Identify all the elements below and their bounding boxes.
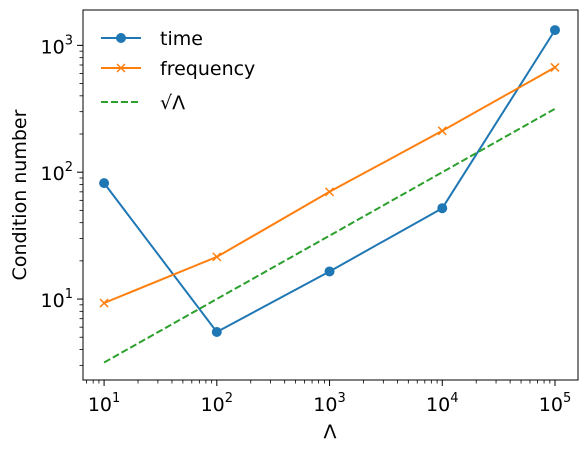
series-0-point — [437, 203, 448, 214]
x-tick-label: 103 — [313, 391, 345, 416]
series-0-point — [324, 266, 335, 277]
series-2-line — [103, 107, 556, 364]
legend: time frequency √Λ — [101, 28, 255, 114]
series-layer — [99, 25, 560, 364]
x-tick-label: 102 — [201, 391, 233, 416]
series-0-point — [211, 326, 222, 337]
legend-point — [116, 63, 126, 73]
y-tick-label: 102 — [41, 160, 73, 185]
series-1-point — [437, 126, 447, 136]
legend-item-0: time — [101, 28, 203, 50]
x-tick-label: 104 — [426, 391, 458, 416]
y-tick-label: 103 — [41, 33, 73, 58]
x-tick-label: 105 — [539, 391, 571, 416]
legend-label: time — [160, 28, 203, 50]
legend-label: frequency — [160, 58, 255, 80]
series-0-point — [549, 25, 560, 36]
x-tick-label: 101 — [88, 391, 120, 416]
y-ticks: 101 102 103 — [41, 33, 83, 366]
plot-frame — [82, 9, 579, 381]
series-1 — [99, 62, 560, 308]
series-1-point — [212, 252, 222, 262]
series-2 — [103, 107, 556, 364]
legend-point — [116, 33, 126, 43]
x-axis-label: Λ — [324, 421, 337, 443]
y-tick-label: 101 — [41, 287, 73, 312]
series-1-point — [550, 62, 560, 72]
legend-item-1: frequency — [101, 58, 255, 80]
legend-item-2: √Λ — [101, 92, 185, 114]
x-ticks: 101 102 103 104 105 — [86, 380, 571, 416]
series-1-point — [325, 187, 335, 197]
series-0-point — [99, 178, 110, 189]
series-1-point — [99, 298, 109, 308]
series-0 — [99, 25, 560, 337]
legend-label: √Λ — [160, 92, 185, 114]
y-axis-label: Condition number — [9, 109, 31, 280]
